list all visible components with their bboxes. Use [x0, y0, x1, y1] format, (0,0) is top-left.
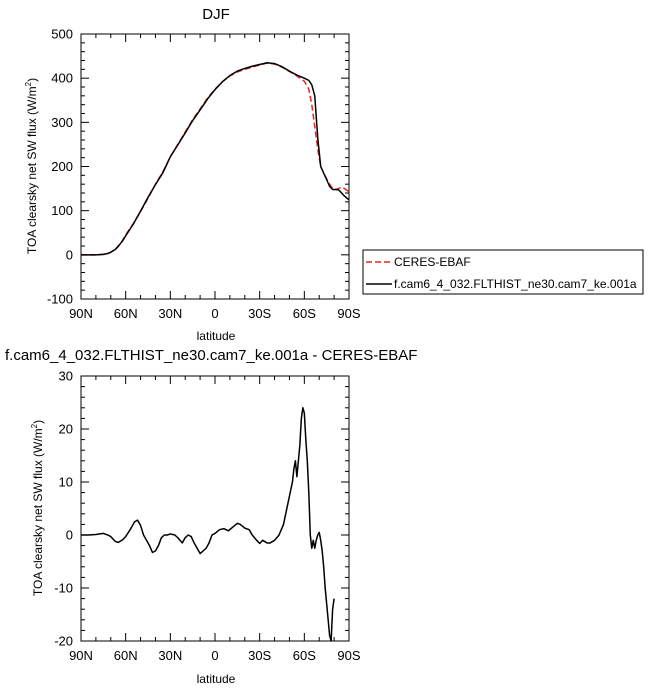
top-chart-legend: CERES-EBAF f.cam6_4_032.FLTHIST_ne30.cam… [362, 249, 644, 295]
series-line-0-1 [81, 61, 350, 256]
x-tick-label: 90N [69, 306, 93, 321]
y-tick-label: 20 [59, 422, 73, 437]
x-tick-label: 60N [114, 648, 138, 663]
y-tick-label: 400 [51, 71, 73, 86]
y-tick-label: 0 [66, 528, 73, 543]
bottom-chart: f.cam6_4_032.FLTHIST_ne30.cam7_ke.001a -… [5, 347, 417, 686]
y-tick-label: -20 [54, 634, 73, 649]
x-tick-label: 90S [337, 648, 360, 663]
top-chart-y-axis-title: TOA clearsky net SW flux (W/m2) [24, 78, 39, 254]
series-line-1-0 [81, 407, 335, 642]
x-tick-label: 0 [211, 648, 218, 663]
x-tick-label: 60S [293, 306, 316, 321]
x-tick-label: 30S [248, 648, 271, 663]
x-tick-label: 0 [211, 306, 218, 321]
y-tick-label: 30 [59, 369, 73, 384]
x-tick-label: 60N [114, 306, 138, 321]
series-line-0-0 [81, 62, 350, 256]
bottom-chart-title: f.cam6_4_032.FLTHIST_ne30.cam7_ke.001a -… [5, 347, 417, 364]
top-chart: DJF 90N 60N 30N 0 30S 60S 90S -100 0 100 200 300 400… [24, 6, 644, 343]
y-tick-label: 200 [51, 159, 73, 174]
y-tick-label: -10 [54, 581, 73, 596]
x-tick-label: 30S [248, 306, 271, 321]
top-chart-x-axis-title: latitude [197, 329, 236, 343]
bottom-chart-y-axis-title: TOA clearsky net SW flux (W/m2) [30, 420, 45, 596]
y-tick-label: 0 [66, 247, 73, 262]
legend-label-ceres: CERES-EBAF [394, 255, 471, 269]
legend-label-model: f.cam6_4_032.FLTHIST_ne30.cam7_ke.001a [394, 277, 637, 291]
legend-box [362, 249, 644, 295]
y-tick-label: 500 [51, 27, 73, 42]
x-tick-label: 90S [337, 306, 360, 321]
y-tick-label: -100 [47, 292, 73, 307]
x-tick-label: 60S [293, 648, 316, 663]
y-tick-label: 300 [51, 115, 73, 130]
x-tick-label: 30N [158, 648, 182, 663]
x-tick-label: 30N [158, 306, 182, 321]
top-chart-title: DJF [202, 6, 230, 23]
bottom-chart-x-axis-title: latitude [197, 672, 236, 686]
top-chart-plot-frame [80, 33, 350, 300]
y-tick-label: 10 [59, 475, 73, 490]
y-tick-label: 100 [51, 203, 73, 218]
x-tick-label: 90N [69, 648, 93, 663]
